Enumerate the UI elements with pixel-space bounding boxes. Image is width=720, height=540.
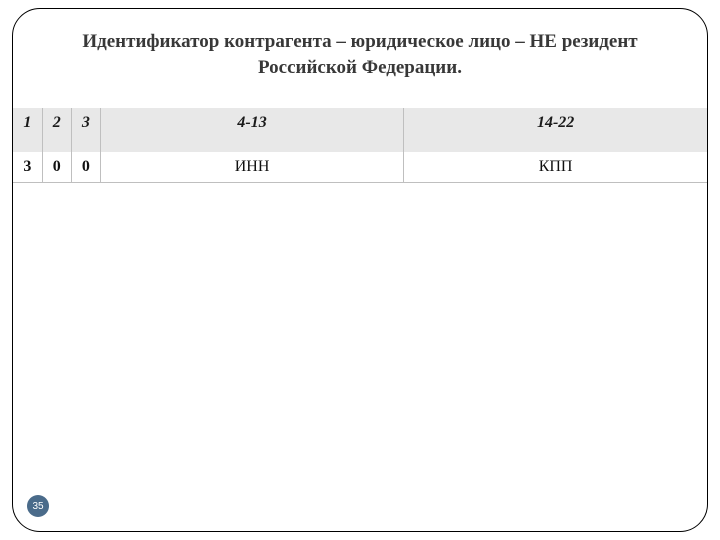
page-number-badge: 35 (27, 495, 49, 517)
col-header-1: 1 (13, 108, 42, 152)
cell-pos1: 3 (13, 152, 42, 183)
page-number: 35 (32, 501, 43, 512)
col-header-2: 2 (42, 108, 71, 152)
identifier-table-wrap: 1 2 3 4-13 14-22 3 0 0 ИНН КПП (13, 108, 707, 183)
table-row: 3 0 0 ИНН КПП (13, 152, 707, 183)
cell-pos2: 0 (42, 152, 71, 183)
col-header-3: 3 (71, 108, 100, 152)
cell-inn: ИНН (100, 152, 403, 183)
slide-title: Идентификатор контрагента – юридическое … (13, 29, 707, 108)
identifier-table: 1 2 3 4-13 14-22 3 0 0 ИНН КПП (13, 108, 707, 183)
cell-pos3: 0 (71, 152, 100, 183)
col-header-4: 4-13 (100, 108, 403, 152)
table-header-row: 1 2 3 4-13 14-22 (13, 108, 707, 152)
col-header-5: 14-22 (404, 108, 707, 152)
cell-kpp: КПП (404, 152, 707, 183)
slide-frame: Идентификатор контрагента – юридическое … (12, 8, 708, 532)
